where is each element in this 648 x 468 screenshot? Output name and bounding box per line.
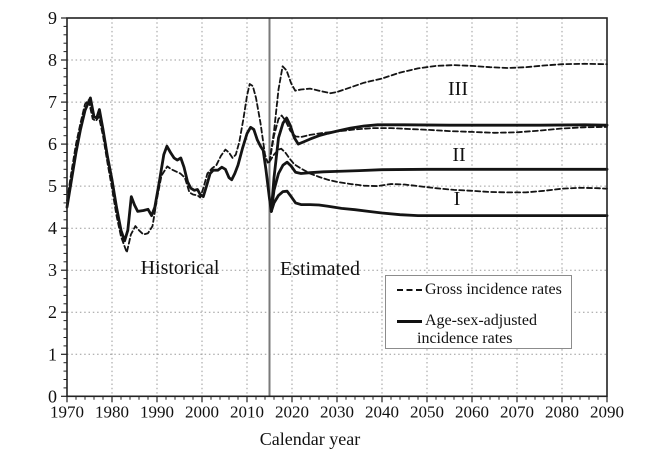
estimated-period-label: Estimated: [280, 258, 360, 280]
svg-text:2080: 2080: [545, 402, 579, 421]
svg-text:3: 3: [48, 260, 57, 280]
svg-text:0: 0: [48, 386, 57, 406]
historical-period-label: Historical: [140, 257, 220, 279]
svg-text:5: 5: [48, 176, 57, 196]
svg-text:2060: 2060: [455, 402, 489, 421]
svg-text:1970: 1970: [50, 402, 84, 421]
legend-entry-gross: Gross incidence rates: [397, 281, 563, 299]
svg-text:4: 4: [48, 218, 57, 238]
x-axis-title: Calendar year: [259, 429, 361, 449]
svg-text:1: 1: [48, 344, 57, 364]
svg-text:8: 8: [48, 50, 57, 70]
svg-text:1980: 1980: [95, 402, 129, 421]
legend-adjusted-label-line2: incidence rates: [417, 330, 513, 347]
svg-text:9: 9: [48, 8, 57, 28]
svg-text:2050: 2050: [410, 402, 444, 421]
svg-text:2030: 2030: [320, 402, 354, 421]
scenario-label-iii: III: [448, 78, 468, 100]
legend-gross-label: Gross incidence rates: [425, 281, 562, 298]
svg-text:2040: 2040: [365, 402, 399, 421]
legend-entry-adjusted: Age-sex-adjusted: [397, 312, 563, 330]
svg-text:6: 6: [48, 134, 57, 154]
svg-text:2: 2: [48, 302, 57, 322]
svg-text:7: 7: [48, 92, 57, 112]
svg-text:2070: 2070: [500, 402, 534, 421]
legend: Gross incidence rates Age-sex-adjusted i…: [385, 275, 572, 349]
svg-text:1990: 1990: [140, 402, 174, 421]
svg-text:2000: 2000: [185, 402, 219, 421]
svg-text:2020: 2020: [275, 402, 309, 421]
solid-line-sample-icon: [397, 319, 422, 323]
scenario-label-i: I: [453, 188, 461, 210]
scenario-label-ii: II: [452, 144, 466, 166]
svg-text:2010: 2010: [230, 402, 264, 421]
svg-text:2090: 2090: [590, 402, 624, 421]
legend-adjusted-label-line1: Age-sex-adjusted: [425, 312, 537, 329]
dashed-line-sample-icon: [397, 289, 422, 291]
